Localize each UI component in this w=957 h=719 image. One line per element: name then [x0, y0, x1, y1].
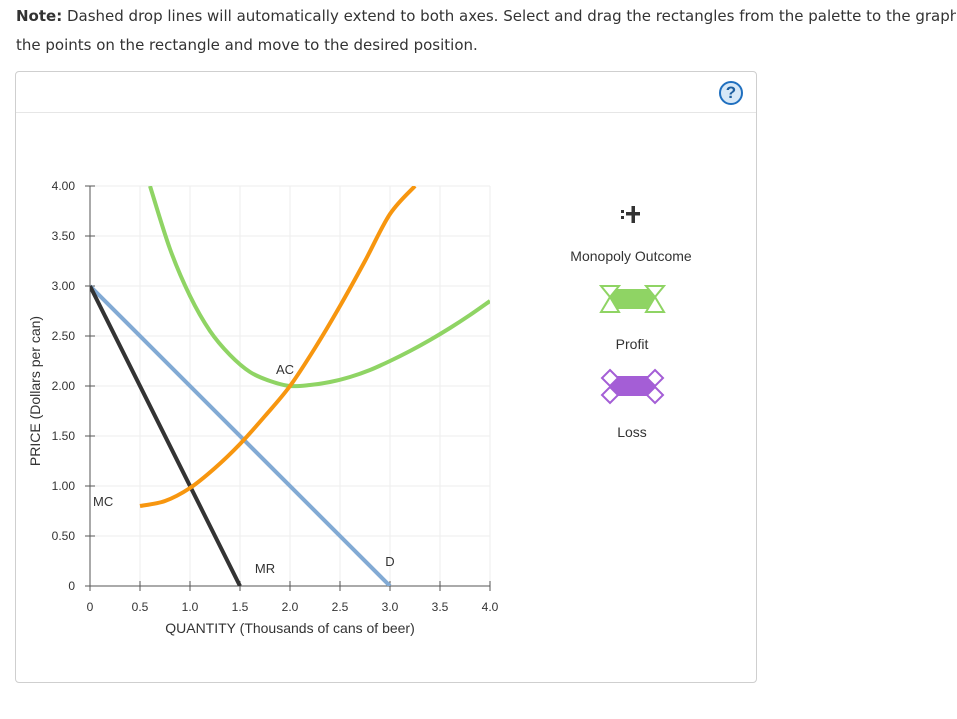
x-tick-label: 0 — [87, 600, 94, 614]
profit-handle-top-right — [644, 295, 666, 313]
monopoly-outcome-label: Monopoly Outcome — [570, 248, 692, 264]
y-tick-label: 0.50 — [52, 529, 76, 543]
profit-handle-bottom-right — [643, 285, 667, 299]
x-tick-label: 3.5 — [432, 600, 449, 614]
profit-handle-bottom-left — [598, 285, 622, 299]
curve-label-d: D — [385, 554, 394, 569]
note-text-1: Dashed drop lines will automatically ext… — [62, 7, 956, 25]
y-tick-label: 1.50 — [52, 429, 76, 443]
profit-label: Profit — [616, 336, 649, 352]
x-axis-label: QUANTITY (Thousands of cans of beer) — [165, 620, 415, 636]
instructions-line-1: Note: Dashed drop lines will automatical… — [16, 2, 956, 31]
x-tick-label: 1.5 — [232, 600, 249, 614]
profit-rectangle-icon — [609, 289, 656, 309]
loss-handle-bottom-left — [600, 385, 620, 405]
y-tick-label: 0 — [68, 579, 75, 593]
curve-mc[interactable] — [139, 186, 417, 508]
curve-mr[interactable] — [90, 285, 242, 586]
loss-rectangle-icon — [609, 376, 656, 396]
curve-label-ac: AC — [276, 362, 294, 377]
profit-rectangle-tool[interactable] — [598, 285, 667, 313]
x-tick-label: 1.0 — [182, 600, 199, 614]
y-tick-label: 2.50 — [52, 329, 76, 343]
curve-ac[interactable] — [148, 186, 490, 389]
curve-label-mr: MR — [255, 561, 275, 576]
help-button[interactable]: ? — [719, 81, 743, 105]
loss-label: Loss — [617, 424, 647, 440]
x-tick-label: 0.5 — [132, 600, 149, 614]
y-tick-label: 1.00 — [52, 479, 76, 493]
loss-rectangle-tool[interactable] — [600, 368, 665, 405]
curve-label-mc: MC — [93, 494, 113, 509]
y-tick-label: 4.00 — [52, 179, 76, 193]
series-layer — [90, 186, 490, 586]
monopoly-outcome-icon-dot-1 — [621, 210, 624, 213]
loss-handle-bottom-right — [645, 385, 665, 405]
instructions-note: Note: Dashed drop lines will automatical… — [16, 2, 956, 60]
instructions-line-2: the points on the rectangle and move to … — [16, 36, 478, 54]
monopoly-outcome-icon-dot-2 — [621, 216, 624, 219]
x-tick-label: 4.0 — [482, 600, 499, 614]
curve-d[interactable] — [90, 284, 392, 586]
palette: Monopoly Outcome Profit Loss — [570, 206, 692, 440]
monopoly-outcome-icon-horizontal — [626, 212, 640, 216]
monopoly-outcome-tool[interactable] — [621, 206, 640, 223]
y-tick-label: 3.00 — [52, 279, 76, 293]
x-tick-label: 3.0 — [382, 600, 399, 614]
y-tick-label: 2.00 — [52, 379, 76, 393]
y-ticks: 0 0.50 1.00 1.50 2.00 2.50 3.00 3.50 4.00 — [52, 179, 95, 593]
panel-header-divider — [16, 112, 756, 113]
x-tick-label: 2.0 — [282, 600, 299, 614]
y-tick-label: 3.50 — [52, 229, 76, 243]
note-label: Note: — [16, 7, 63, 25]
chart-grid — [90, 185, 491, 586]
curve-labels: MC AC MR D — [93, 362, 395, 576]
y-axis-label: PRICE (Dollars per can) — [27, 316, 43, 466]
x-ticks: 0 0.5 1.0 1.5 2.0 2.5 3.0 3.5 4.0 — [87, 581, 499, 614]
profit-handle-top-left — [599, 295, 621, 313]
x-tick-label: 2.5 — [332, 600, 349, 614]
